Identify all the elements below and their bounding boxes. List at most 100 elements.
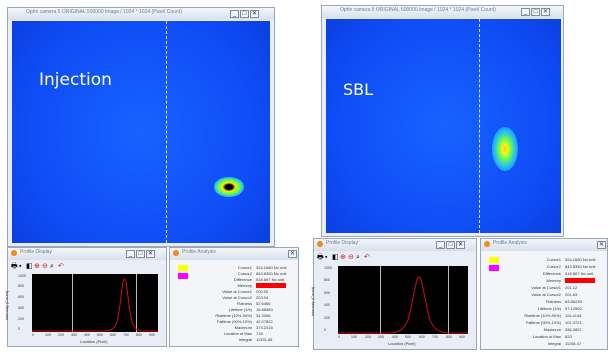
left-profile-window: Profile Display _ □ ✕ 🖶 ▪ ◧ ⊕ ⊖ ⌕ ↶ Inte…: [4, 247, 167, 347]
lifetime-label: Lifetime (1/e): [228, 307, 252, 312]
minimize-button[interactable]: _: [230, 10, 239, 18]
cursor1-value: 324.1680 No unit: [256, 265, 287, 270]
left-profile-titlebar[interactable]: Profile Display _ □ ✕: [8, 248, 166, 260]
right-cursor1-line[interactable]: [380, 266, 381, 334]
cursor1-label: Cursor1: [237, 265, 252, 270]
maximize-button[interactable]: □: [136, 250, 145, 258]
flatness-label: Flatness: [236, 301, 252, 306]
zoom-icon[interactable]: ⌕: [50, 263, 54, 270]
right-profile-toolbar: 🖶 ▪ ◧ ⊕ ⊖ ⌕ ↶: [317, 254, 397, 263]
location-of-max-label: Location of Max: [532, 334, 561, 339]
close-button[interactable]: ✕: [597, 241, 606, 249]
maximize-button[interactable]: □: [240, 10, 249, 18]
left-cursor-line[interactable]: [166, 21, 167, 243]
right-cursor-line[interactable]: [479, 19, 480, 233]
right-profile-titlebar[interactable]: Profile Display _ □ ✕: [314, 239, 476, 251]
left-analysis-titlebar[interactable]: Profile Analysis ✕: [170, 248, 298, 260]
right-y-axis-label: Intensity (Count): [310, 286, 316, 317]
cursor1-label: Cursor1: [546, 257, 561, 262]
close-button[interactable]: ✕: [250, 10, 259, 18]
x-tick: 400: [392, 335, 398, 339]
copy-icon[interactable]: ◧: [332, 254, 339, 261]
left-image-titlebar[interactable]: Ophir camera 5 ORIGINAL 500000 Image / 1…: [8, 8, 274, 20]
save-icon[interactable]: ▪: [19, 263, 22, 270]
left-cursor2-line[interactable]: [136, 274, 137, 332]
right-analysis-values: 324.1680 No unit 843.8350 No unit 518.66…: [565, 257, 607, 347]
window-gear-icon: [11, 250, 17, 256]
memory-bar: [256, 283, 286, 288]
lifetime-label: Lifetime (1/e): [537, 306, 561, 311]
zoom-icon[interactable]: ⌕: [356, 254, 360, 261]
cursor2-value: 843.8350 No unit: [565, 264, 596, 269]
window-gear-icon: [317, 241, 323, 247]
left-overlay-label: Injection: [39, 70, 112, 90]
value-at-cursor2-label: Value at Cursor2: [222, 295, 252, 300]
left-beam-image[interactable]: Injection: [12, 21, 270, 243]
minimize-button[interactable]: _: [436, 241, 445, 249]
memory-bar: [565, 278, 595, 283]
value-at-cursor2: 201.63: [565, 292, 578, 297]
cursor2-value: 843.8350 No unit: [256, 271, 287, 276]
y-tick: 1000: [324, 266, 332, 270]
value-at-cursor1-label: Value at Cursor1: [531, 285, 561, 290]
arrow-icon[interactable]: ↶: [364, 254, 370, 261]
left-profile-curve: [32, 278, 158, 332]
y-tick: 400: [324, 303, 330, 307]
maximize-button[interactable]: □: [531, 8, 540, 16]
right-profile-window: Profile Display _ □ ✕ 🖶 ▪ ◧ ⊕ ⊖ ⌕ ↶ Inte…: [310, 238, 477, 350]
memory-label: Memory: [237, 283, 252, 288]
window-gear-icon: [484, 241, 490, 247]
left-analysis-window: Profile Analysis ✕ Cursor1 Cursor2 Diffe…: [169, 247, 299, 347]
location-of-max-label: Location of Max: [223, 331, 252, 336]
cursor1-swatch: [489, 257, 499, 263]
zoom-out-icon[interactable]: ⊖: [348, 254, 354, 261]
close-button[interactable]: ✕: [456, 241, 465, 249]
right-profile-curve: [338, 276, 468, 334]
difference-label: Difference: [542, 271, 561, 276]
y-tick: 400: [18, 306, 24, 310]
x-tick: 900: [459, 335, 465, 339]
close-button[interactable]: ✕: [541, 8, 550, 16]
left-analysis-values: 324.1680 No unit 843.8350 No unit 518.66…: [256, 265, 298, 345]
right-analysis-titlebar[interactable]: Profile Analysis ✕: [481, 239, 607, 251]
falltime-label: Falltime (90%-10%): [216, 319, 252, 324]
y-tick: 0: [324, 328, 326, 332]
print-icon[interactable]: 🖶: [11, 263, 18, 270]
y-tick: 800: [324, 278, 330, 282]
zoom-in-icon[interactable]: ⊕: [340, 254, 346, 261]
integral-label: Integral: [238, 337, 252, 342]
print-icon[interactable]: 🖶: [317, 254, 324, 261]
close-button[interactable]: ✕: [146, 250, 155, 258]
cursor1-swatch: [178, 265, 188, 271]
x-tick: 600: [110, 333, 116, 337]
right-image-titlebar[interactable]: Ophir camera 5 ORIGINAL 500000 Image / 1…: [322, 6, 563, 18]
value-at-cursor1-label: Value at Cursor1: [222, 289, 252, 294]
arrow-icon[interactable]: ↶: [58, 263, 64, 270]
maximum-value: 286.2857: [565, 327, 582, 332]
left-cursor1-line[interactable]: [72, 274, 73, 332]
save-icon[interactable]: ▪: [325, 254, 328, 261]
copy-icon[interactable]: ◧: [26, 263, 33, 270]
left-x-axis-label: Location (Pixel): [80, 339, 108, 344]
falltime-value: 42.07822: [256, 319, 273, 324]
zoom-in-icon[interactable]: ⊕: [34, 263, 40, 270]
window-gear-icon: [173, 250, 179, 256]
maximum-value: 374.2315: [256, 325, 273, 330]
zoom-out-icon[interactable]: ⊖: [42, 263, 48, 270]
x-tick: 500: [97, 333, 103, 337]
minimize-button[interactable]: _: [521, 8, 530, 16]
maximize-button[interactable]: □: [446, 241, 455, 249]
minimize-button[interactable]: _: [126, 250, 135, 258]
x-tick: 600: [419, 335, 425, 339]
x-tick: 500: [405, 335, 411, 339]
right-beam-image[interactable]: SBL: [326, 19, 561, 233]
right-profile-plot[interactable]: [338, 266, 468, 334]
x-tick: 400: [84, 333, 90, 337]
flatness-value: 83.86235: [565, 299, 582, 304]
integral-value: 11108.47: [565, 341, 582, 346]
left-profile-plot[interactable]: [32, 274, 158, 332]
x-tick: 900: [149, 333, 155, 337]
close-button[interactable]: ✕: [288, 250, 297, 258]
right-analysis-title: Profile Analysis: [493, 240, 527, 246]
right-cursor2-line[interactable]: [448, 266, 449, 334]
